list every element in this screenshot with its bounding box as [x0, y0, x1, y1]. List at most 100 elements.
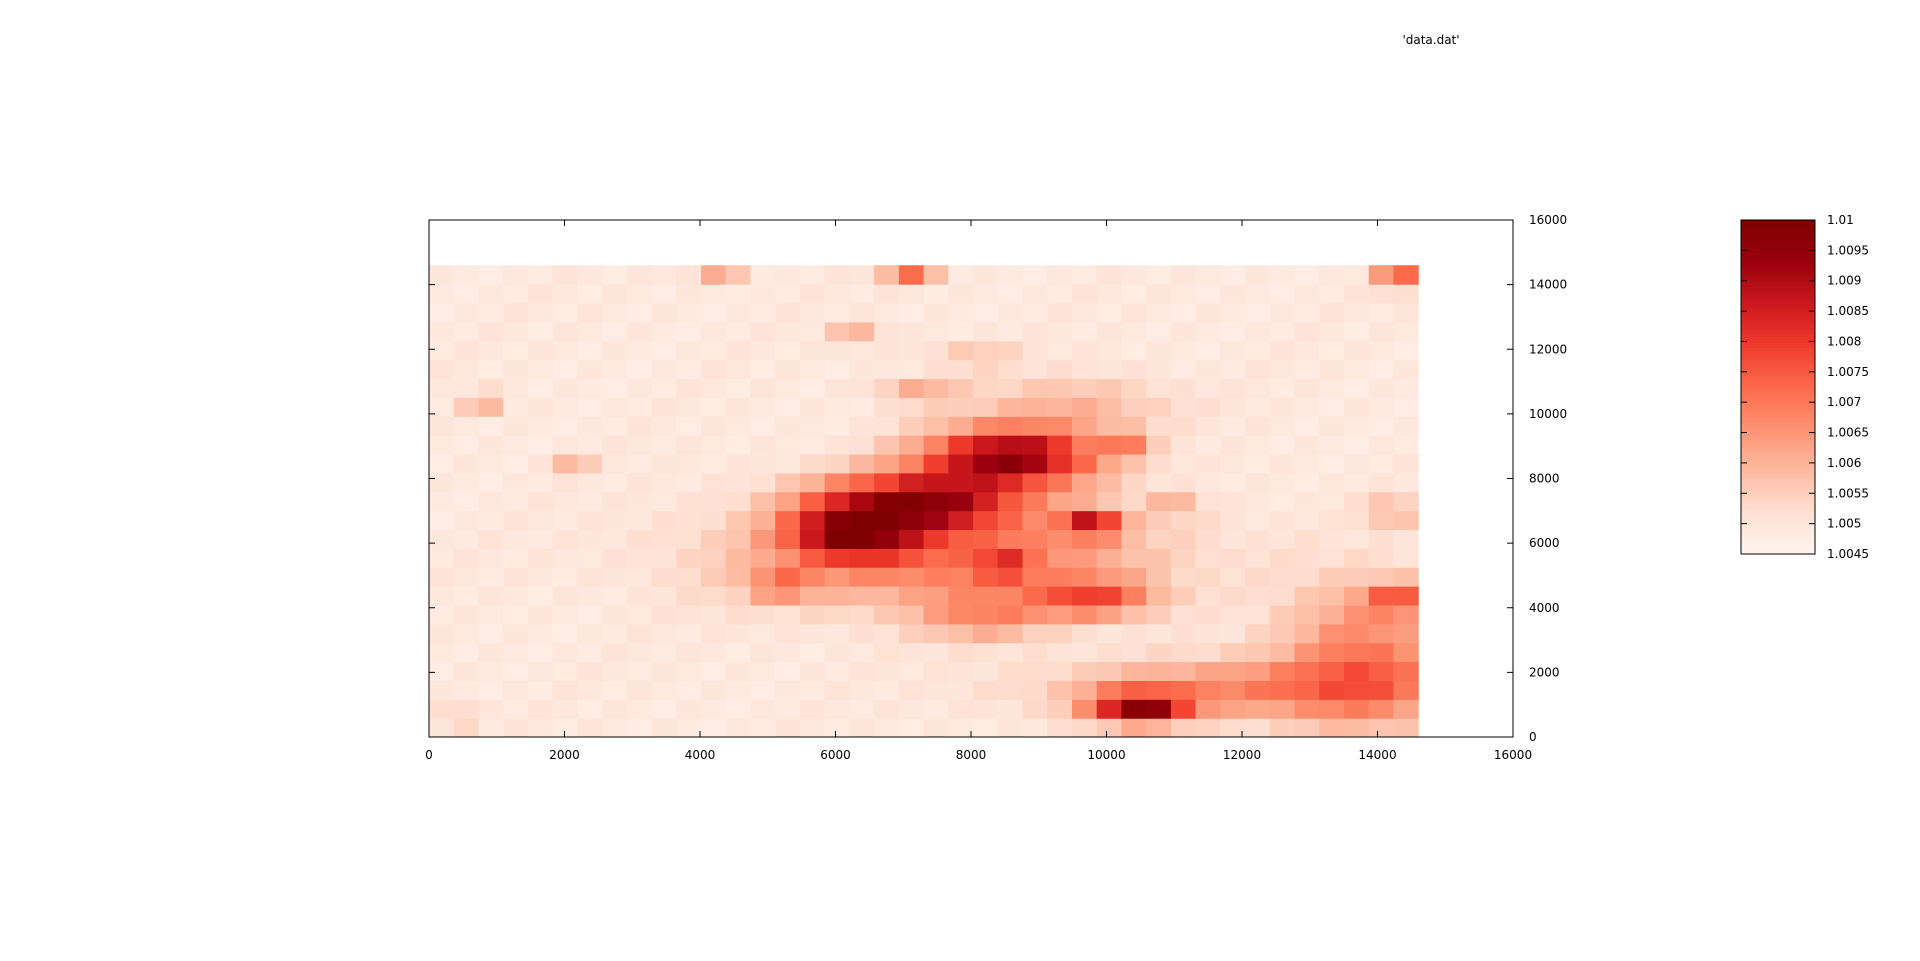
colorbar-segment: [1741, 284, 1815, 288]
heatmap-cell: [1319, 321, 1345, 342]
heatmap-cell: [799, 529, 826, 549]
heatmap-cell: [1393, 453, 1419, 474]
heatmap-cell: [973, 265, 999, 285]
heatmap-cell: [676, 642, 702, 663]
heatmap-cell: [1195, 680, 1221, 700]
heatmap-cell: [997, 510, 1024, 531]
heatmap-cells: [429, 265, 1419, 738]
heatmap-cell: [602, 491, 628, 512]
heatmap-cell: [1170, 472, 1197, 493]
colorbar-segment: [1741, 453, 1815, 458]
heatmap-cell: [1096, 265, 1123, 285]
heatmap-cell: [997, 586, 1024, 606]
heatmap-cell: [1220, 661, 1246, 681]
heatmap-cell: [1121, 661, 1147, 681]
heatmap-cell: [725, 265, 752, 285]
heatmap-cell: [775, 642, 801, 663]
heatmap-cell: [775, 491, 801, 512]
heatmap-cell: [527, 529, 554, 549]
heatmap-cell: [1220, 491, 1246, 512]
heatmap-cell: [1121, 510, 1147, 531]
y-tick-label: 14000: [1529, 278, 1567, 292]
heatmap-cell: [1368, 359, 1395, 380]
heatmap-cell: [602, 321, 628, 342]
heatmap-cell: [429, 397, 455, 417]
heatmap-cell: [1071, 453, 1098, 474]
heatmap-cell: [725, 718, 752, 738]
heatmap-cell: [948, 340, 974, 361]
heatmap-cell: [849, 472, 875, 493]
heatmap-cell: [503, 340, 529, 361]
heatmap-cell: [1245, 699, 1271, 719]
heatmap-cell: [1393, 510, 1419, 531]
heatmap-cell: [775, 529, 801, 549]
heatmap-cell: [651, 472, 677, 493]
heatmap-cell: [701, 453, 727, 474]
heatmap-cell: [824, 623, 850, 644]
heatmap-cell: [1022, 491, 1048, 512]
heatmap-cell: [973, 510, 999, 531]
heatmap-cell: [1245, 340, 1271, 361]
heatmap-cell: [1269, 604, 1296, 625]
heatmap-cell: [1220, 340, 1246, 361]
heatmap-cell: [1393, 548, 1419, 568]
heatmap-cell: [799, 340, 826, 361]
heatmap-cell: [750, 642, 776, 663]
heatmap-cell: [1319, 642, 1345, 663]
heatmap-cell: [651, 321, 677, 342]
heatmap-cell: [453, 416, 480, 436]
heatmap-cell: [626, 472, 653, 493]
heatmap-cell: [1121, 453, 1147, 474]
heatmap-cell: [1022, 359, 1048, 380]
heatmap-cell: [874, 302, 900, 323]
heatmap-cell: [1047, 453, 1073, 474]
heatmap-cell: [1195, 472, 1221, 493]
heatmap-cell: [1269, 623, 1296, 644]
heatmap-cell: [527, 359, 554, 380]
heatmap-cell: [1146, 604, 1172, 625]
colorbar-segment: [1741, 481, 1815, 486]
x-tick-label: 6000: [820, 748, 851, 762]
heatmap-cell: [1121, 321, 1147, 342]
heatmap-cell: [1269, 586, 1296, 606]
heatmap-cell: [1146, 472, 1172, 493]
heatmap-cell: [1047, 567, 1073, 587]
heatmap-cell: [1319, 265, 1345, 285]
heatmap-cell: [626, 359, 653, 380]
heatmap-cell: [552, 680, 578, 700]
heatmap-cell: [898, 340, 925, 361]
heatmap-cell: [577, 435, 603, 455]
heatmap-cell: [527, 284, 554, 304]
heatmap-cell: [1269, 472, 1296, 493]
heatmap-cell: [1121, 642, 1147, 663]
heatmap-cell: [948, 548, 974, 568]
y-tick-label: 16000: [1529, 213, 1567, 227]
heatmap-cell: [1245, 548, 1271, 568]
heatmap-cell: [1269, 453, 1296, 474]
heatmap-cell: [1047, 397, 1073, 417]
colorbar-segment: [1741, 256, 1815, 260]
heatmap-cell: [429, 284, 455, 304]
heatmap-cell: [1170, 567, 1197, 587]
heatmap-cell: [503, 321, 529, 342]
heatmap-cell: [478, 699, 504, 719]
colorbar-segment: [1741, 387, 1815, 391]
heatmap-cell: [1096, 529, 1123, 549]
heatmap-cell: [429, 340, 455, 361]
heatmap-cell: [1393, 529, 1419, 549]
colorbar-segment: [1741, 520, 1815, 524]
heatmap-cell: [1096, 321, 1123, 342]
colorbar-segment: [1741, 509, 1815, 513]
heatmap-cell: [1393, 302, 1419, 323]
heatmap-cell: [602, 586, 628, 606]
y-tick-label: 4000: [1529, 601, 1560, 615]
heatmap-cell: [1096, 340, 1123, 361]
heatmap-cell: [577, 529, 603, 549]
heatmap-cell: [1071, 642, 1098, 663]
heatmap-cell: [478, 359, 504, 380]
colorbar-segment: [1741, 289, 1815, 293]
heatmap-cell: [1071, 302, 1098, 323]
heatmap-cell: [1220, 529, 1246, 549]
heatmap-cell: [1047, 642, 1073, 663]
heatmap-cell: [725, 359, 752, 380]
